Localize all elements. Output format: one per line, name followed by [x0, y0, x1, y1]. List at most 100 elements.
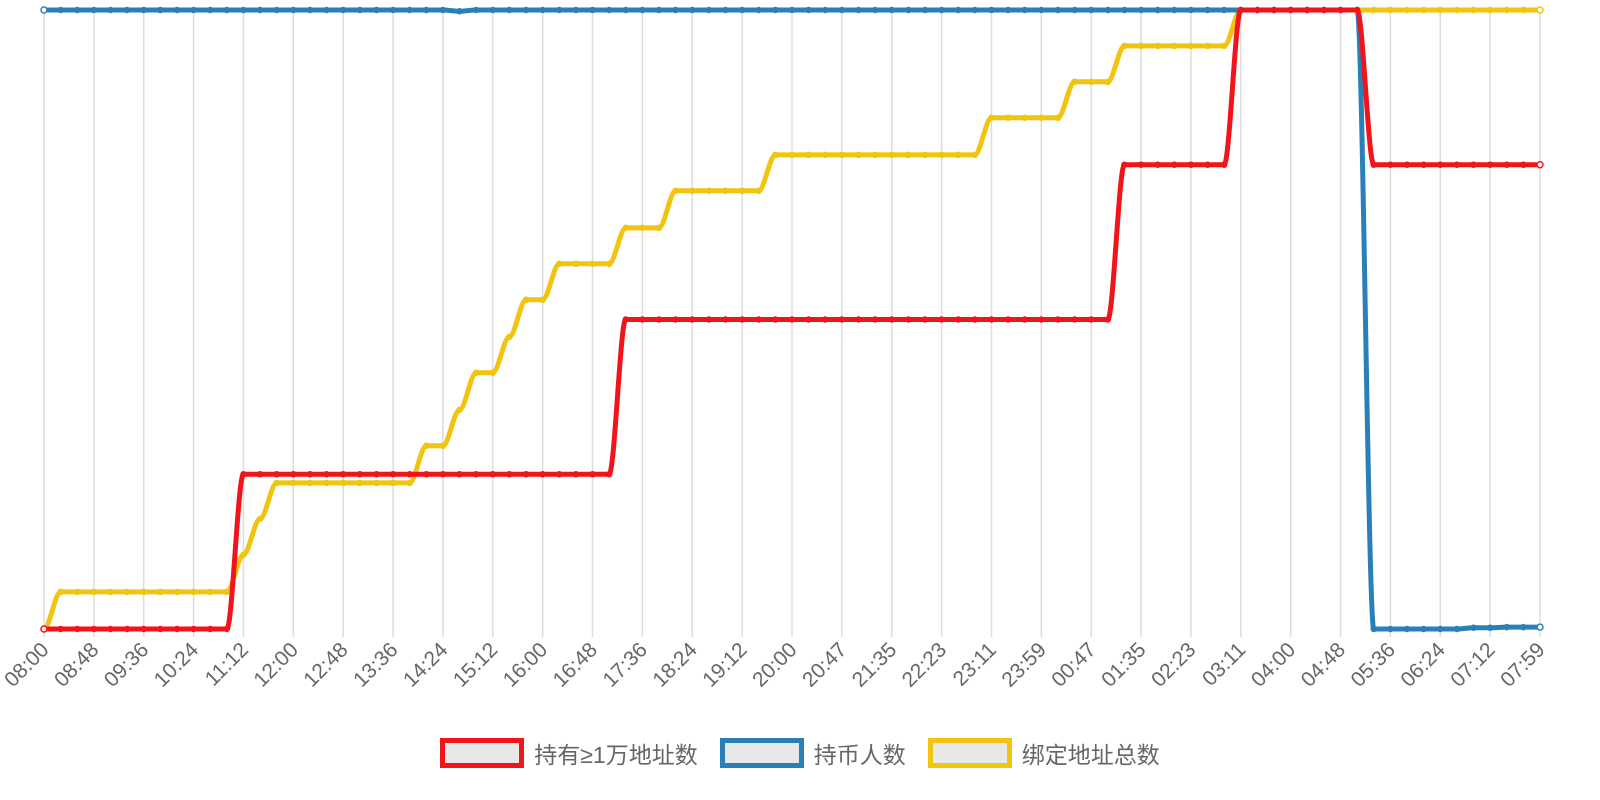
- point: [389, 479, 397, 487]
- point: [1237, 6, 1245, 14]
- point: [1038, 114, 1045, 121]
- point: [838, 316, 846, 323]
- x-tick-label: 06:24: [1396, 638, 1450, 692]
- point: [1486, 624, 1494, 632]
- point: [1420, 625, 1427, 633]
- point: [821, 6, 829, 14]
- legend-item[interactable]: 持币人数: [719, 736, 906, 770]
- point: [123, 625, 131, 633]
- point: [672, 316, 679, 323]
- legend-swatch: [927, 738, 1012, 768]
- legend-item[interactable]: 持有≥1万地址数: [440, 736, 698, 770]
- point: [1038, 316, 1045, 323]
- point: [738, 187, 746, 194]
- point: [223, 6, 231, 14]
- x-tick-label: 12:00: [249, 638, 302, 691]
- point: [1470, 624, 1477, 632]
- point: [290, 479, 297, 487]
- point: [971, 316, 979, 323]
- point: [539, 6, 546, 14]
- point: [971, 6, 979, 14]
- legend-item[interactable]: 绑定地址总数: [927, 736, 1160, 770]
- point: [954, 151, 962, 159]
- x-tick-label: 08:00: [0, 638, 53, 691]
- point: [539, 471, 546, 478]
- point: [1121, 6, 1128, 14]
- x-tick-label: 12:48: [299, 638, 352, 691]
- point: [406, 471, 413, 478]
- point: [905, 6, 912, 14]
- point: [1137, 161, 1145, 168]
- point: [1220, 6, 1228, 14]
- point: [589, 6, 596, 14]
- point: [572, 6, 580, 14]
- point: [672, 187, 679, 194]
- point: [190, 588, 197, 596]
- point: [705, 316, 713, 323]
- x-tick-label: 03:11: [1198, 638, 1250, 690]
- x-tick-label: 11:12: [201, 638, 253, 690]
- point: [1520, 623, 1527, 631]
- point: [622, 6, 630, 14]
- point: [1536, 6, 1544, 14]
- point: [605, 6, 613, 14]
- x-tick-label: 13:36: [349, 638, 402, 691]
- point: [1137, 6, 1145, 14]
- point: [522, 471, 530, 478]
- point: [755, 316, 763, 323]
- point: [522, 6, 530, 14]
- legend-label: 绑定地址总数: [1021, 742, 1160, 768]
- point: [90, 625, 98, 633]
- point: [206, 6, 214, 14]
- point: [157, 588, 164, 596]
- point: [938, 6, 945, 14]
- point: [506, 471, 513, 478]
- point: [1387, 625, 1394, 633]
- point: [1536, 623, 1544, 631]
- point: [173, 6, 181, 14]
- point: [1220, 161, 1228, 168]
- x-tick-label: 05:36: [1347, 638, 1400, 691]
- point: [373, 471, 380, 478]
- point: [256, 6, 264, 14]
- x-tick-label: 15:12: [449, 638, 502, 691]
- point: [1204, 161, 1211, 168]
- point: [173, 588, 181, 596]
- point: [1486, 161, 1494, 168]
- point: [788, 316, 796, 323]
- point: [722, 6, 729, 14]
- point: [938, 151, 945, 159]
- point: [988, 316, 995, 323]
- point: [738, 6, 746, 14]
- point: [855, 316, 862, 323]
- point: [1021, 316, 1028, 323]
- point: [506, 6, 513, 14]
- point: [722, 316, 729, 323]
- point: [223, 588, 231, 596]
- x-tick-label: 04:48: [1297, 638, 1350, 691]
- point: [871, 151, 879, 159]
- point: [1004, 316, 1012, 323]
- point: [1437, 6, 1444, 14]
- point: [423, 6, 430, 14]
- point: [1403, 625, 1411, 633]
- point: [1087, 6, 1095, 14]
- point: [157, 6, 164, 14]
- point: [655, 6, 663, 14]
- legend-swatch: [440, 738, 525, 768]
- point: [821, 151, 829, 159]
- point: [456, 406, 463, 414]
- point: [1254, 6, 1261, 14]
- point: [1021, 6, 1028, 14]
- point: [1154, 42, 1161, 50]
- point: [472, 471, 480, 478]
- point: [356, 6, 364, 14]
- point: [1420, 161, 1427, 168]
- point: [406, 6, 413, 14]
- point: [954, 6, 962, 14]
- point: [1420, 6, 1427, 14]
- x-tick-label: 04:00: [1247, 638, 1300, 691]
- point: [57, 625, 64, 633]
- point: [605, 260, 613, 268]
